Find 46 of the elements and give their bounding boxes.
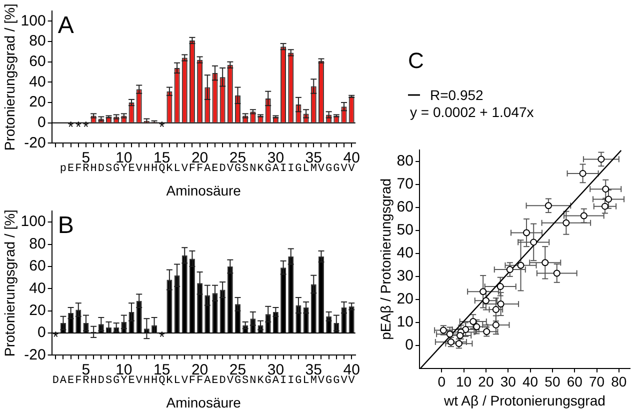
- text: *: [83, 118, 89, 136]
- y-tick-label: 0: [405, 336, 414, 354]
- y-tick-label: 0: [37, 324, 46, 342]
- chart-title: A: [58, 12, 74, 39]
- x-tick-label: 30: [500, 374, 516, 390]
- x-tick-label: 50: [544, 374, 560, 390]
- y-tick-label: 10: [396, 314, 414, 331]
- x-tick-label: 40: [522, 374, 538, 390]
- chart-title: C: [408, 48, 424, 73]
- text: *: [158, 118, 165, 136]
- y-tick-label: 20: [29, 302, 46, 319]
- y-tick-label: 60: [396, 198, 414, 216]
- x-tick-label: 0: [438, 374, 446, 390]
- y-tick-label: 20: [29, 94, 46, 111]
- y-tick-label: 60: [29, 258, 46, 275]
- y-tick-label: 70: [396, 176, 414, 193]
- x-axis-title: wt Aβ / Protonierungsgrad: [443, 392, 606, 408]
- legend-label: R=0.952: [430, 87, 484, 103]
- text: y = 0.0002 + 1.047x: [410, 104, 534, 120]
- y-tick-label: 60: [29, 52, 46, 70]
- y-tick-label: 40: [29, 73, 46, 90]
- x-tick-label: 80: [611, 374, 627, 390]
- y-tick-label: 0: [37, 114, 46, 131]
- text: *: [68, 118, 74, 136]
- text: *: [75, 118, 82, 136]
- y-axis-title: Protonierungsgrad / [%]: [1, 4, 18, 151]
- y-tick-label: 80: [29, 32, 46, 50]
- y-tick-label: 30: [396, 268, 414, 285]
- chart-title: B: [58, 212, 74, 239]
- x-axis-title: Aminosäure: [166, 182, 242, 198]
- y-tick-label: 40: [29, 280, 46, 297]
- x-tick-label: 70: [588, 374, 605, 390]
- y-tick-label: 40: [396, 244, 414, 262]
- y-tick-label: 80: [29, 235, 46, 252]
- y-tick-label: 100: [20, 213, 46, 230]
- x-tick-label: 10: [456, 374, 472, 390]
- y-tick-label: -20: [24, 134, 46, 152]
- y-tick-label: 20: [396, 290, 414, 308]
- y-tick-label: -20: [24, 346, 46, 364]
- x-axis-title: Aminosäure: [166, 394, 242, 410]
- y-tick-label: 50: [396, 222, 414, 239]
- y-axis-title: pEAβ / Protonierungsgrad: [377, 178, 394, 340]
- x-tick-label: 20: [478, 374, 494, 390]
- x-tick-label: 60: [566, 374, 583, 390]
- y-axis-title: Protonierungsgrad / [%]: [1, 210, 18, 357]
- y-tick-label: 100: [20, 12, 46, 30]
